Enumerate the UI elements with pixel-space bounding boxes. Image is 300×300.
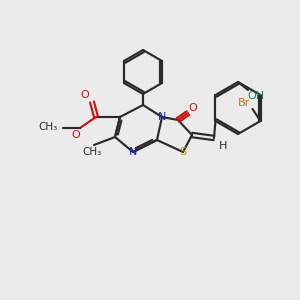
Text: N: N <box>158 112 166 122</box>
Text: O: O <box>72 130 80 140</box>
Text: O: O <box>81 90 89 100</box>
Text: Br: Br <box>237 98 250 108</box>
Text: H: H <box>219 141 227 151</box>
Text: S: S <box>179 147 187 157</box>
Text: N: N <box>129 147 137 157</box>
Text: CH₃: CH₃ <box>82 147 102 157</box>
Text: CH₃: CH₃ <box>39 122 58 132</box>
Text: OH: OH <box>248 91 265 101</box>
Text: O: O <box>189 103 197 113</box>
